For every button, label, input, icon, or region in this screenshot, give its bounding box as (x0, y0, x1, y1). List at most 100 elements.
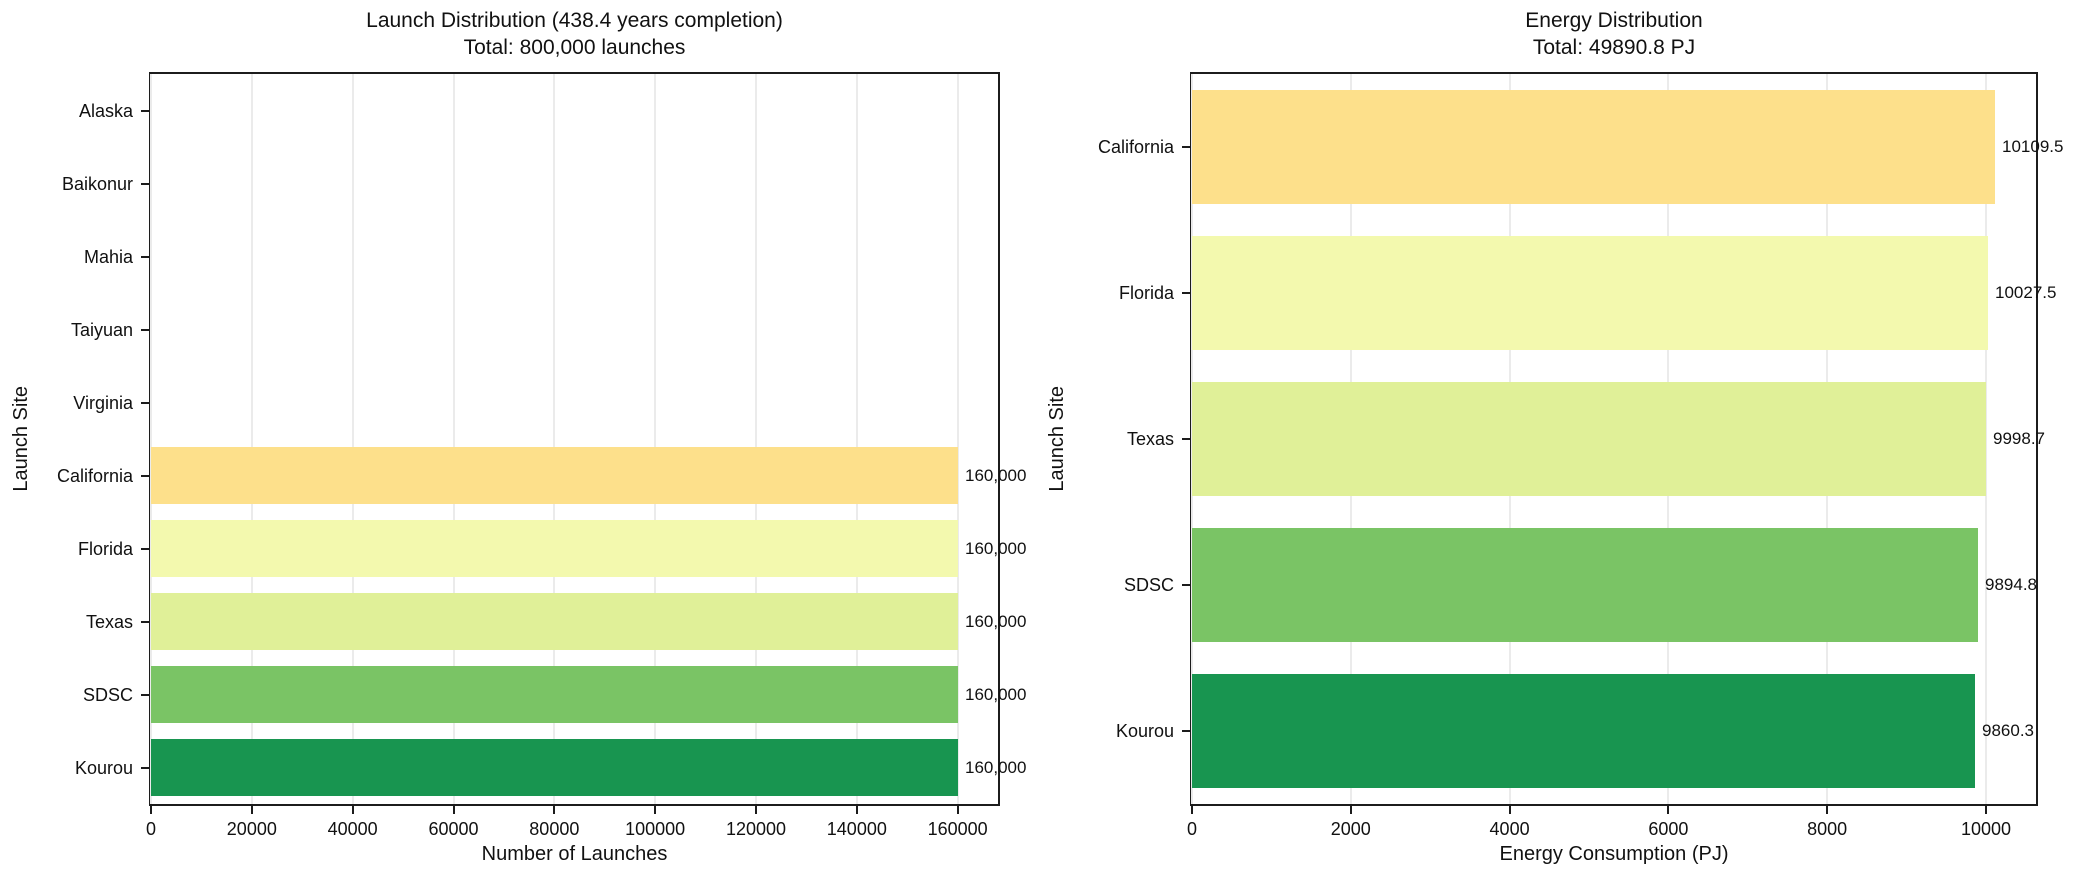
tick-mark (452, 806, 455, 814)
tick-mark (141, 474, 149, 477)
y-tick-label: California (56, 465, 133, 486)
chart-title: Energy Distribution (1525, 9, 1703, 32)
tick-mark (150, 806, 152, 814)
bar (1192, 528, 1978, 642)
tick-mark (141, 693, 149, 696)
bar-value-label: 160,000 (965, 612, 1027, 631)
bar-value-label: 10109.5 (2002, 137, 2064, 156)
tick-mark (1182, 438, 1190, 440)
tick-mark (141, 620, 149, 623)
bar-value-label: 9894.8 (1985, 575, 2037, 594)
x-tick-label: 100000 (625, 819, 686, 839)
tick-mark (1508, 806, 1511, 814)
tick-mark (1182, 730, 1190, 732)
x-tick-label: 80000 (529, 819, 580, 839)
gridline (654, 74, 657, 804)
tick-mark (141, 401, 149, 404)
tick-mark (141, 182, 149, 185)
y-tick-label: Kourou (1115, 721, 1174, 741)
y-axis: California Florida Texas SDSC Kourou (1041, 72, 1190, 806)
x-tick-label: 40000 (327, 819, 378, 839)
gridline (956, 74, 959, 804)
tick-mark (956, 806, 959, 814)
gridline (755, 74, 757, 804)
bar (1192, 382, 1986, 496)
tick-mark (755, 806, 757, 814)
y-tick-label: Baikonur (61, 173, 133, 194)
x-axis: 0 2000 4000 6000 8000 10000 (1187, 806, 2038, 852)
x-tick-label: 0 (1186, 819, 1197, 839)
tick-mark (1984, 806, 1987, 814)
tick-mark (553, 806, 556, 814)
bar (1192, 90, 1995, 204)
tick-mark (351, 806, 354, 814)
chart-subtitle: Total: 49890.8 PJ (1532, 36, 1696, 59)
tick-mark (1182, 146, 1190, 148)
bar (151, 739, 958, 796)
plot-area: 10109.5 10027.5 9998.7 9894.8 9860.3 (1190, 72, 2063, 806)
x-tick-label: 6000 (1648, 819, 1689, 839)
y-tick-label: Virginia (73, 392, 133, 413)
tick-mark (1667, 806, 1670, 814)
y-axis: Alaska Baikonur Mahia Taiyuan Virginia Califo… (0, 72, 149, 806)
tick-mark (654, 806, 657, 814)
tick-mark (1191, 806, 1193, 814)
y-tick-label: Texas (1126, 429, 1174, 449)
y-tick-label: Mahia (83, 246, 133, 267)
x-tick-label: 20000 (226, 819, 277, 839)
tick-mark (1182, 292, 1190, 294)
tick-mark (250, 806, 253, 814)
y-tick-label: SDSC (1123, 575, 1174, 595)
x-tick-label: 4000 (1489, 819, 1530, 839)
bar (151, 666, 958, 723)
chart-subtitle: Total: 800,000 launches (463, 36, 686, 59)
x-axis: 0 20000 40000 60000 80000 100000 120000 140000 1… (146, 806, 1000, 852)
bar (1192, 674, 1975, 788)
chart-title-block: Energy Distribution Total: 49890.8 PJ (1190, 7, 2038, 61)
bar (1192, 236, 1988, 350)
gridline (855, 74, 858, 804)
bar-value-label: 160,000 (965, 466, 1027, 485)
tick-mark (141, 547, 149, 550)
tick-mark (141, 328, 149, 331)
bar (151, 520, 958, 577)
chart-title-block: Launch Distribution (438.4 years complet… (149, 7, 1000, 61)
y-tick-label: Kourou (74, 757, 133, 778)
bar-value-label: 9998.7 (1993, 429, 2045, 448)
x-tick-label: 160000 (927, 819, 988, 839)
tick-mark (141, 255, 149, 258)
x-axis-label: Energy Consumption (PJ) (1499, 843, 1729, 865)
gridline (351, 74, 354, 804)
tick-mark (855, 806, 858, 814)
x-tick-label: 60000 (428, 819, 479, 839)
x-tick-label: 120000 (725, 819, 787, 839)
bar (151, 593, 958, 650)
tick-mark (1349, 806, 1352, 814)
x-axis-label: Number of Launches (481, 843, 668, 865)
tick-mark (141, 109, 149, 112)
y-tick-label: California (1097, 137, 1174, 157)
y-tick-label: SDSC (82, 684, 133, 705)
y-tick-label: Florida (1118, 283, 1174, 303)
tick-mark (1182, 584, 1190, 586)
x-tick-label: 8000 (1807, 819, 1848, 839)
gridline (150, 74, 152, 804)
gridline (553, 74, 556, 804)
tick-mark (141, 766, 149, 769)
y-tick-label: Texas (85, 611, 133, 632)
y-tick-label: Taiyuan (70, 319, 133, 340)
bar-value-label: 160,000 (965, 758, 1027, 777)
x-tick-label: 0 (145, 819, 156, 839)
gridline (452, 74, 455, 804)
gridline (250, 74, 253, 804)
y-tick-label: Florida (77, 538, 133, 559)
plot-area: 160,000 160,000 160,000 160,000 160,000 (149, 72, 1026, 806)
bar-value-label: 160,000 (965, 539, 1027, 558)
bar (151, 447, 958, 504)
bar-value-label: 10027.5 (1995, 283, 2057, 302)
x-tick-label: 10000 (1960, 819, 2011, 839)
tick-mark (1826, 806, 1829, 814)
